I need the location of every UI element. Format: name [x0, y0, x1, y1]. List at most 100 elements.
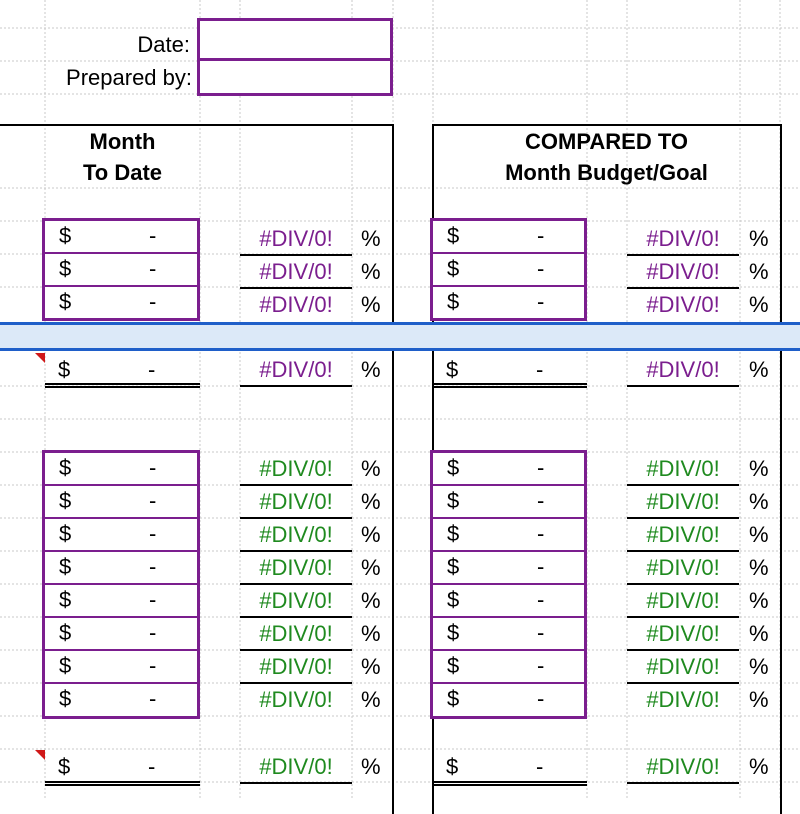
mtd-percent-value[interactable]: #DIV/0!	[259, 292, 333, 317]
currency-symbol: $	[59, 455, 72, 480]
zero-value: -	[148, 754, 156, 779]
budget-input-cell[interactable]: $ -	[433, 287, 584, 320]
mtd-percent-value[interactable]: #DIV/0!	[240, 224, 352, 256]
zero-value: -	[537, 653, 545, 678]
mtd-total-percent[interactable]: #DIV/0!	[240, 752, 352, 784]
percent-symbol: %	[361, 456, 381, 481]
percent-symbol: %	[361, 357, 381, 382]
mtd-input-cell[interactable]: $ -	[45, 287, 197, 320]
currency-symbol: $	[447, 256, 460, 281]
budget-input-cell[interactable]: $ -	[433, 684, 584, 717]
percent-symbol: %	[361, 687, 381, 712]
budget-percent-value[interactable]: #DIV/0!	[627, 454, 739, 486]
comment-indicator-icon[interactable]	[35, 353, 45, 363]
mtd-input-cell[interactable]: $ -	[45, 552, 197, 585]
date-label: Date:	[137, 32, 190, 57]
mtd-input-cell[interactable]: $ -	[45, 221, 197, 254]
zero-value: -	[537, 488, 545, 513]
currency-symbol: $	[58, 357, 71, 382]
currency-symbol: $	[59, 521, 72, 546]
mtd-input-cell[interactable]: $ -	[45, 519, 197, 552]
percent-symbol: %	[749, 456, 769, 481]
budget-percent-value[interactable]: #DIV/0!	[646, 687, 720, 712]
mtd-input-cell[interactable]: $ -	[45, 651, 197, 684]
currency-symbol: $	[59, 554, 72, 579]
zero-value: -	[537, 686, 545, 711]
zero-value: -	[149, 686, 157, 711]
percent-symbol: %	[361, 522, 381, 547]
currency-symbol: $	[447, 620, 460, 645]
budget-percent-value[interactable]: #DIV/0!	[627, 553, 739, 585]
zero-value: -	[148, 357, 156, 382]
budget-percent-value[interactable]: #DIV/0!	[627, 487, 739, 519]
percent-symbol: %	[749, 588, 769, 613]
budget-percent-value[interactable]: #DIV/0!	[627, 520, 739, 552]
mtd-input-cell[interactable]: $ -	[45, 453, 197, 486]
mtd-percent-value[interactable]: #DIV/0!	[240, 257, 352, 289]
percent-symbol: %	[361, 292, 381, 317]
budget-input-cell[interactable]: $ -	[433, 552, 584, 585]
mtd-input-cell[interactable]: $ -	[45, 684, 197, 717]
budget-percent-value[interactable]: #DIV/0!	[627, 652, 739, 684]
budget-input-cell[interactable]: $ -	[433, 618, 584, 651]
comment-indicator-icon[interactable]	[35, 750, 45, 760]
percent-symbol: %	[361, 226, 381, 251]
currency-symbol: $	[447, 554, 460, 579]
currency-symbol: $	[447, 521, 460, 546]
zero-value: -	[537, 289, 545, 314]
mtd-input-cell[interactable]: $ -	[45, 486, 197, 519]
budget-percent-value[interactable]: #DIV/0!	[627, 224, 739, 256]
budget-input-cell[interactable]: $ -	[433, 651, 584, 684]
budget-input-cell[interactable]: $ -	[433, 453, 584, 486]
currency-symbol: $	[446, 754, 459, 779]
total-double-underline	[45, 781, 200, 786]
currency-symbol: $	[447, 289, 460, 314]
budget-input-cell[interactable]: $ -	[433, 486, 584, 519]
budget-total-percent[interactable]: #DIV/0!	[627, 355, 739, 387]
mtd-percent-value[interactable]: #DIV/0!	[240, 652, 352, 684]
prepared-by-input[interactable]	[197, 58, 393, 96]
mtd-percent-value[interactable]: #DIV/0!	[240, 553, 352, 585]
total-double-underline	[433, 781, 587, 786]
zero-value: -	[149, 521, 157, 546]
zero-value: -	[149, 256, 157, 281]
percent-symbol: %	[749, 226, 769, 251]
mtd-percent-value[interactable]: #DIV/0!	[259, 687, 333, 712]
selected-row[interactable]	[0, 322, 800, 351]
mtd-input-cell[interactable]: $ -	[45, 585, 197, 618]
mtd-percent-value[interactable]: #DIV/0!	[240, 619, 352, 651]
zero-value: -	[149, 653, 157, 678]
budget-percent-value[interactable]: #DIV/0!	[627, 619, 739, 651]
budget-percent-value[interactable]: #DIV/0!	[646, 292, 720, 317]
budget-percent-value[interactable]: #DIV/0!	[627, 586, 739, 618]
currency-symbol: $	[59, 256, 72, 281]
zero-value: -	[536, 754, 544, 779]
budget-total-percent[interactable]: #DIV/0!	[627, 752, 739, 784]
zero-value: -	[149, 289, 157, 314]
mtd-percent-value[interactable]: #DIV/0!	[240, 520, 352, 552]
mtd-percent-value[interactable]: #DIV/0!	[240, 454, 352, 486]
mtd-input-cell[interactable]: $ -	[45, 254, 197, 287]
mtd-percent-value[interactable]: #DIV/0!	[240, 586, 352, 618]
date-input[interactable]	[197, 18, 393, 61]
mtd-total-percent[interactable]: #DIV/0!	[240, 355, 352, 387]
percent-symbol: %	[361, 489, 381, 514]
budget-input-cell[interactable]: $ -	[433, 221, 584, 254]
zero-value: -	[536, 357, 544, 382]
budget-input-cell[interactable]: $ -	[433, 585, 584, 618]
month-header-line1: Month	[89, 129, 156, 154]
percent-symbol: %	[749, 292, 769, 317]
currency-symbol: $	[447, 653, 460, 678]
mtd-input-group-1: $ - $ - $ -	[42, 218, 200, 321]
zero-value: -	[149, 554, 157, 579]
percent-symbol: %	[361, 621, 381, 646]
budget-input-cell[interactable]: $ -	[433, 254, 584, 287]
percent-symbol: %	[361, 555, 381, 580]
prepared-by-label: Prepared by:	[66, 65, 192, 90]
zero-value: -	[537, 455, 545, 480]
mtd-input-cell[interactable]: $ -	[45, 618, 197, 651]
budget-input-cell[interactable]: $ -	[433, 519, 584, 552]
budget-percent-value[interactable]: #DIV/0!	[627, 257, 739, 289]
mtd-percent-value[interactable]: #DIV/0!	[240, 487, 352, 519]
currency-symbol: $	[59, 587, 72, 612]
